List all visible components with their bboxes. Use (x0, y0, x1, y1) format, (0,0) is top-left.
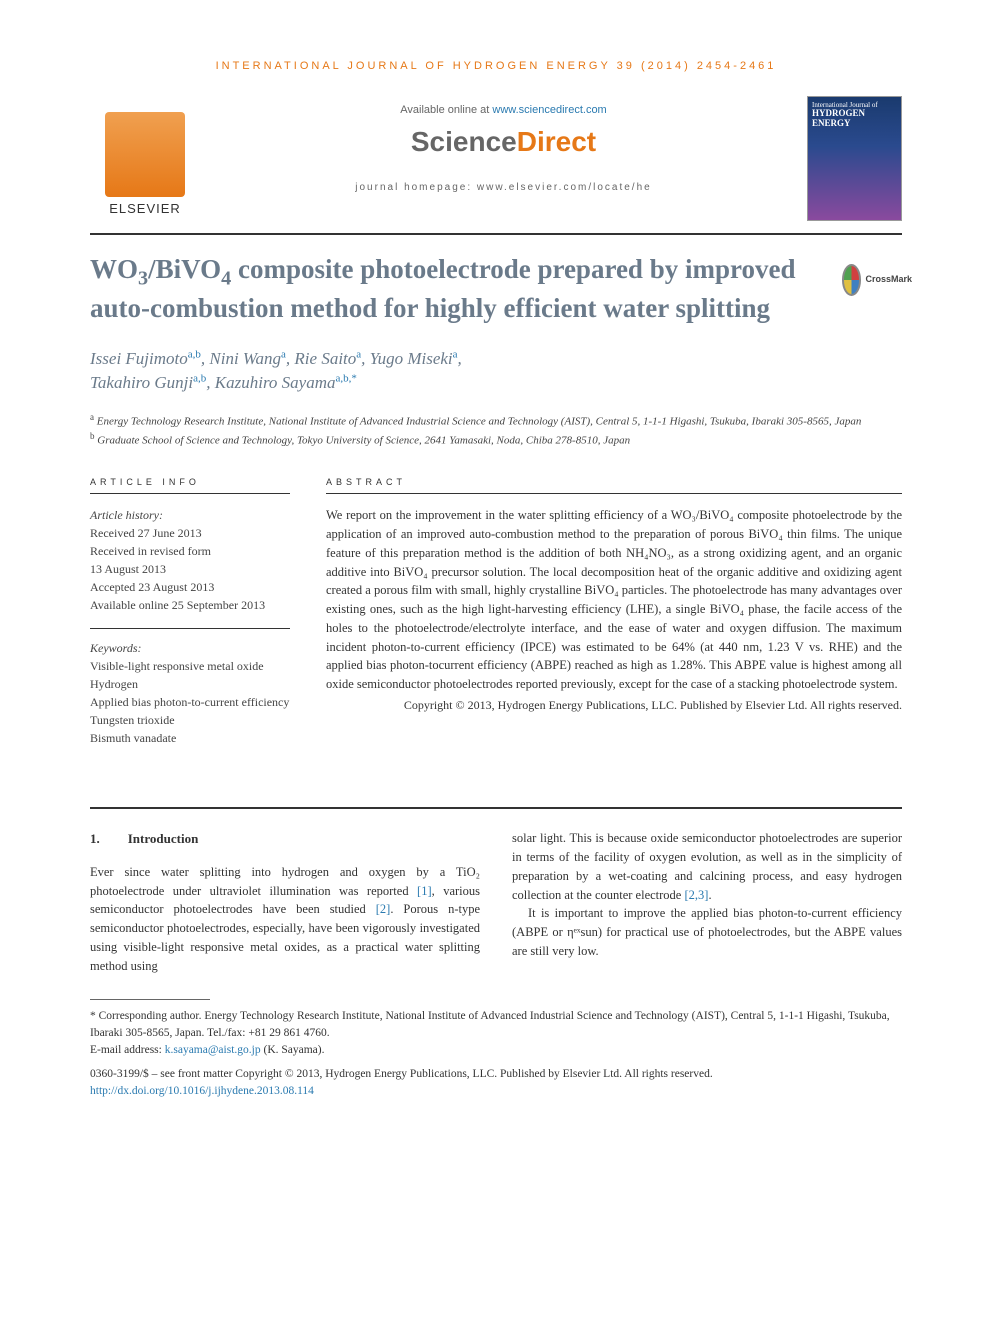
journal-cover[interactable]: International Journal of HYDROGEN ENERGY (807, 96, 902, 221)
cover-line3: ENERGY (812, 119, 897, 129)
footnote-divider (90, 999, 210, 1000)
body-columns: 1. Introduction Ever since water splittin… (90, 829, 902, 975)
author[interactable]: Takahiro Gunjia,b (90, 373, 206, 392)
history-line: Accepted 23 August 2013 (90, 578, 290, 596)
crossmark-icon (842, 264, 861, 296)
history-line: Received 27 June 2013 (90, 524, 290, 542)
affiliations: a Energy Technology Research Institute, … (90, 411, 902, 449)
author[interactable]: Issei Fujimotoa,b (90, 349, 201, 368)
affiliation: b Graduate School of Science and Technol… (90, 430, 902, 449)
article-info-label: ARTICLE INFO (90, 477, 290, 494)
abstract-copyright: Copyright © 2013, Hydrogen Energy Public… (326, 698, 902, 713)
keyword: Tungsten trioxide (90, 711, 290, 729)
article-title: WO3/BiVO4 composite photoelectrode prepa… (90, 253, 902, 325)
crossmark-badge[interactable]: CrossMark (842, 255, 912, 305)
sciencedirect-logo[interactable]: ScienceDirect (220, 126, 787, 158)
article-info-block: Article history: Received 27 June 2013 R… (90, 506, 290, 747)
article-info-col: ARTICLE INFO Article history: Received 2… (90, 477, 290, 747)
header-center: Available online at www.sciencedirect.co… (220, 96, 787, 193)
author[interactable]: Nini Wanga (209, 349, 286, 368)
journal-homepage: journal homepage: www.elsevier.com/locat… (220, 182, 787, 193)
abstract-label: ABSTRACT (326, 477, 902, 494)
footnotes: * Corresponding author. Energy Technolog… (90, 1008, 902, 1058)
body-paragraph: It is important to improve the applied b… (512, 904, 902, 960)
history-line: Available online 25 September 2013 (90, 596, 290, 614)
history-heading: Article history: (90, 506, 290, 524)
sd-science: Science (411, 126, 517, 157)
header-row: ELSEVIER Available online at www.science… (90, 96, 902, 221)
info-abstract-row: ARTICLE INFO Article history: Received 2… (90, 477, 902, 747)
journal-citation-header: INTERNATIONAL JOURNAL OF HYDROGEN ENERGY… (90, 60, 902, 72)
corresponding-author: * Corresponding author. Energy Technolog… (90, 1008, 902, 1041)
abstract-col: ABSTRACT We report on the improvement in… (326, 477, 902, 747)
author[interactable]: Yugo Misekia (370, 349, 458, 368)
keywords-heading: Keywords: (90, 639, 290, 657)
elsevier-tree-icon (105, 112, 185, 197)
abstract-text: We report on the improvement in the wate… (326, 506, 902, 694)
keyword: Visible-light responsive metal oxide (90, 657, 290, 675)
info-divider (90, 628, 290, 629)
author[interactable]: Kazuhiro Sayamaa,b,* (215, 373, 357, 392)
issn-line: 0360-3199/$ – see front matter Copyright… (90, 1066, 902, 1083)
history-line: Received in revised form (90, 542, 290, 560)
keyword: Hydrogen (90, 675, 290, 693)
elsevier-logo[interactable]: ELSEVIER (90, 96, 200, 216)
available-prefix: Available online at (400, 104, 492, 116)
crossmark-label: CrossMark (865, 274, 912, 285)
keyword: Applied bias photon-to-current efficienc… (90, 693, 290, 711)
history-line: 13 August 2013 (90, 560, 290, 578)
available-online: Available online at www.sciencedirect.co… (220, 104, 787, 116)
divider-mid (90, 807, 902, 809)
elsevier-text: ELSEVIER (109, 201, 181, 216)
sciencedirect-link[interactable]: www.sciencedirect.com (492, 104, 606, 116)
author[interactable]: Rie Saitoa (294, 349, 361, 368)
authors-list: Issei Fujimotoa,b, Nini Wanga, Rie Saito… (90, 347, 902, 395)
section-heading: 1. Introduction (90, 829, 480, 849)
citation-link[interactable]: [2] (376, 902, 391, 916)
citation-link[interactable]: [2,3] (685, 888, 709, 902)
doi-block: 0360-3199/$ – see front matter Copyright… (90, 1066, 902, 1099)
email-link[interactable]: k.sayama@aist.go.jp (165, 1044, 261, 1056)
affiliation: a Energy Technology Research Institute, … (90, 411, 902, 430)
section-number: 1. (90, 831, 100, 846)
body-paragraph: solar light. This is because oxide semic… (512, 829, 902, 904)
citation-link[interactable]: [1] (417, 884, 432, 898)
body-paragraph: Ever since water splitting into hydrogen… (90, 863, 480, 976)
doi-link[interactable]: http://dx.doi.org/10.1016/j.ijhydene.201… (90, 1085, 314, 1097)
sd-direct: Direct (517, 126, 596, 157)
keyword: Bismuth vanadate (90, 729, 290, 747)
section-title: Introduction (128, 831, 199, 846)
email-line: E-mail address: k.sayama@aist.go.jp (K. … (90, 1042, 902, 1059)
divider-top (90, 233, 902, 235)
